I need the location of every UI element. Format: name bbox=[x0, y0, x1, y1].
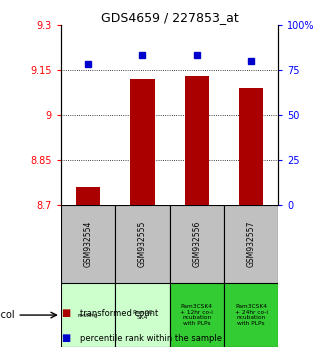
Text: percentile rank within the sample: percentile rank within the sample bbox=[80, 333, 222, 343]
Bar bbox=[170, 283, 224, 347]
Bar bbox=[115, 205, 170, 283]
Text: GSM932554: GSM932554 bbox=[84, 221, 92, 268]
Text: Pam3CSK4
+ 24hr co-i
ncubation
with PLPs: Pam3CSK4 + 24hr co-i ncubation with PLPs bbox=[235, 304, 268, 326]
Text: resting: resting bbox=[78, 313, 98, 318]
Bar bbox=[239, 88, 263, 205]
Bar bbox=[61, 283, 115, 347]
Bar bbox=[224, 283, 278, 347]
Text: GSM932555: GSM932555 bbox=[138, 221, 147, 268]
Bar bbox=[185, 76, 209, 205]
Bar bbox=[130, 79, 155, 205]
Text: ■: ■ bbox=[61, 308, 70, 318]
Bar bbox=[170, 205, 224, 283]
Text: GSM932556: GSM932556 bbox=[192, 221, 201, 268]
Title: GDS4659 / 227853_at: GDS4659 / 227853_at bbox=[101, 11, 238, 24]
Bar bbox=[76, 187, 100, 205]
Bar bbox=[61, 205, 115, 283]
Text: GSM932557: GSM932557 bbox=[247, 221, 256, 268]
Bar bbox=[115, 283, 170, 347]
Text: protocol: protocol bbox=[0, 310, 15, 320]
Text: transformed count: transformed count bbox=[80, 309, 158, 318]
Bar bbox=[224, 205, 278, 283]
Text: Pam3C
SK4: Pam3C SK4 bbox=[132, 310, 153, 320]
Text: Pam3CSK4
+ 12hr co-i
ncubation
with PLPs: Pam3CSK4 + 12hr co-i ncubation with PLPs bbox=[180, 304, 213, 326]
Text: ■: ■ bbox=[61, 333, 70, 343]
